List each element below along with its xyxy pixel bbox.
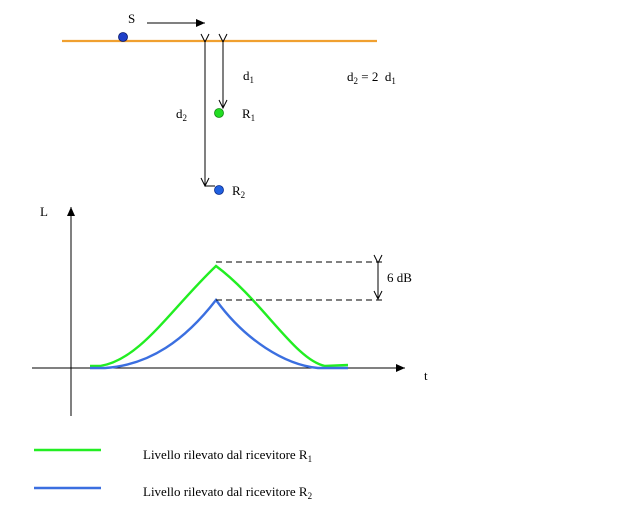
source-label: S xyxy=(128,11,135,26)
d1-label: d1 xyxy=(243,68,254,85)
receiver-r1-dot xyxy=(214,108,224,118)
distance-relation: d2 = 2 d1 xyxy=(347,69,396,86)
d2-label: d2 xyxy=(176,106,187,123)
source-dot xyxy=(118,32,128,42)
receiver-r2-dot xyxy=(214,185,224,195)
receiver-r2-label: R2 xyxy=(232,183,245,200)
legend-r2-text: Livello rilevato dal ricevitore R2 xyxy=(143,484,312,501)
legend-r1-text: Livello rilevato dal ricevitore R1 xyxy=(143,447,312,464)
receiver-r1-label: R1 xyxy=(242,106,255,123)
x-axis-label: t xyxy=(424,368,428,383)
y-axis-label: L xyxy=(40,204,48,219)
curve-r1 xyxy=(90,264,349,368)
difference-label: 6 dB xyxy=(387,270,412,285)
